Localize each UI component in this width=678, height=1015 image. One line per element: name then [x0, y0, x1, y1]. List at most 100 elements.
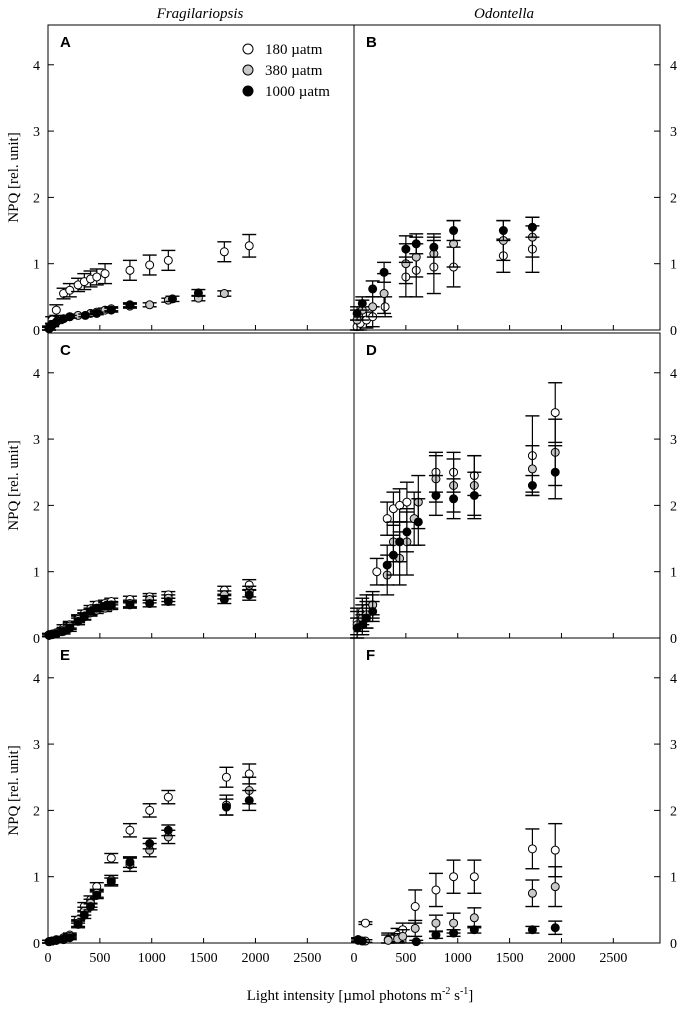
- data-point: [401, 244, 411, 254]
- data-point: [65, 312, 75, 322]
- panel-d-ytick-label: 2: [670, 499, 677, 514]
- data-point: [431, 490, 441, 500]
- data-point: [92, 308, 102, 318]
- data-point: [402, 527, 412, 537]
- data-point: [431, 930, 441, 940]
- data-point: [395, 500, 405, 510]
- panel-d-ytick-label: 3: [670, 433, 677, 448]
- data-point: [469, 872, 479, 882]
- panel-e-xtick-label: 1000: [138, 951, 166, 966]
- panel-c-series-s1000: [42, 588, 257, 640]
- panel-c-ytick-label: 4: [33, 367, 40, 382]
- data-point: [550, 845, 560, 855]
- legend-label: 1000 µatm: [265, 84, 330, 100]
- data-point: [382, 560, 392, 570]
- data-point: [413, 517, 423, 527]
- legend-label: 180 µatm: [265, 42, 323, 58]
- data-point: [527, 464, 537, 474]
- y-axis-title: NPQ [rel. unit]: [6, 132, 22, 222]
- panel-d-series-s1000: [350, 445, 563, 639]
- data-point: [221, 772, 231, 782]
- data-point: [106, 600, 116, 610]
- data-point: [106, 305, 116, 315]
- data-point: [125, 300, 135, 310]
- data-point: [244, 590, 254, 600]
- panel-a-ytick-label: 4: [33, 59, 40, 74]
- data-point: [402, 497, 412, 507]
- data-point: [527, 222, 537, 232]
- data-point: [65, 933, 75, 943]
- data-point: [379, 289, 389, 299]
- panel-e-xtick-label: 2500: [293, 951, 321, 966]
- panel-c-ytick-label: 1: [33, 566, 40, 581]
- data-point: [125, 825, 135, 835]
- data-point: [65, 285, 75, 295]
- data-point: [411, 937, 421, 947]
- panel-e-series-s1000: [42, 789, 257, 947]
- panel-a-label: A: [60, 34, 71, 51]
- panel-f-xtick-label: 0: [351, 951, 358, 966]
- data-point: [383, 935, 393, 945]
- panel-c: C 0 1 2 3 4: [33, 332, 355, 647]
- panel-a: A 0 1 2 3 4: [33, 24, 355, 339]
- data-point: [80, 310, 90, 320]
- panel-b: B 0 1 2 3 4: [350, 24, 677, 339]
- x-axis-title-exp2: -1: [460, 986, 468, 997]
- column-title-fragilariopsis: Fragilariopsis: [156, 6, 244, 22]
- data-point: [73, 919, 83, 929]
- x-axis-title-main: Light intensity [µmol photons m: [247, 988, 443, 1004]
- data-point: [244, 795, 254, 805]
- data-point: [145, 839, 155, 849]
- panel-e-series-s380: [42, 776, 257, 947]
- panel-b-series-s180: [350, 225, 540, 332]
- panel-a-ytick-label: 2: [33, 191, 40, 206]
- data-point: [167, 294, 177, 304]
- legend-entry-s1000: 1000 µatm: [242, 84, 330, 100]
- legend-marker: [242, 64, 254, 76]
- data-point: [145, 599, 155, 609]
- panel-b-ytick-label: 4: [670, 59, 677, 74]
- panel-d-label: D: [366, 342, 377, 359]
- data-point: [92, 603, 102, 613]
- panel-a-ytick-label: 3: [33, 125, 40, 140]
- panel-c-ytick-label: 0: [33, 632, 40, 647]
- panel-e-xtick-label: 500: [89, 951, 110, 966]
- data-point: [395, 537, 405, 547]
- data-point: [125, 600, 135, 610]
- panel-e-ytick-label: 3: [33, 738, 40, 753]
- y-axis-title: NPQ [rel. unit]: [6, 745, 22, 835]
- data-point: [469, 913, 479, 923]
- panel-e-ytick-label: 1: [33, 871, 40, 886]
- data-point: [550, 408, 560, 418]
- panel-d-ytick-label: 4: [670, 367, 677, 382]
- panel-e-xtick-label: 1500: [190, 951, 218, 966]
- data-point: [106, 877, 116, 887]
- panel-d-series-s180: [350, 382, 563, 636]
- panel-f-xtick-label: 1000: [444, 951, 472, 966]
- data-point: [244, 241, 254, 251]
- panel-e-label: E: [60, 647, 70, 664]
- data-point: [550, 923, 560, 933]
- legend-marker: [242, 43, 254, 55]
- panel-c-ytick-label: 3: [33, 433, 40, 448]
- data-point: [431, 885, 441, 895]
- panel-e-xtick-label: 0: [45, 951, 52, 966]
- data-point: [86, 902, 96, 912]
- panel-a-ytick-label: 0: [33, 324, 40, 339]
- data-point: [163, 255, 173, 265]
- data-point: [398, 931, 408, 941]
- data-point: [368, 302, 378, 312]
- panel-c-frame: [47, 332, 355, 639]
- panel-d-ytick-label: 0: [670, 632, 677, 647]
- panel-f-ytick-label: 4: [670, 672, 677, 687]
- data-point: [163, 792, 173, 802]
- data-point: [449, 872, 459, 882]
- data-point: [193, 288, 203, 298]
- x-axis-title-mid: s: [450, 988, 460, 1004]
- panel-c-ytick-label: 2: [33, 499, 40, 514]
- panel-f-ytick-label: 2: [670, 804, 677, 819]
- data-point: [469, 490, 479, 500]
- data-point: [380, 302, 390, 312]
